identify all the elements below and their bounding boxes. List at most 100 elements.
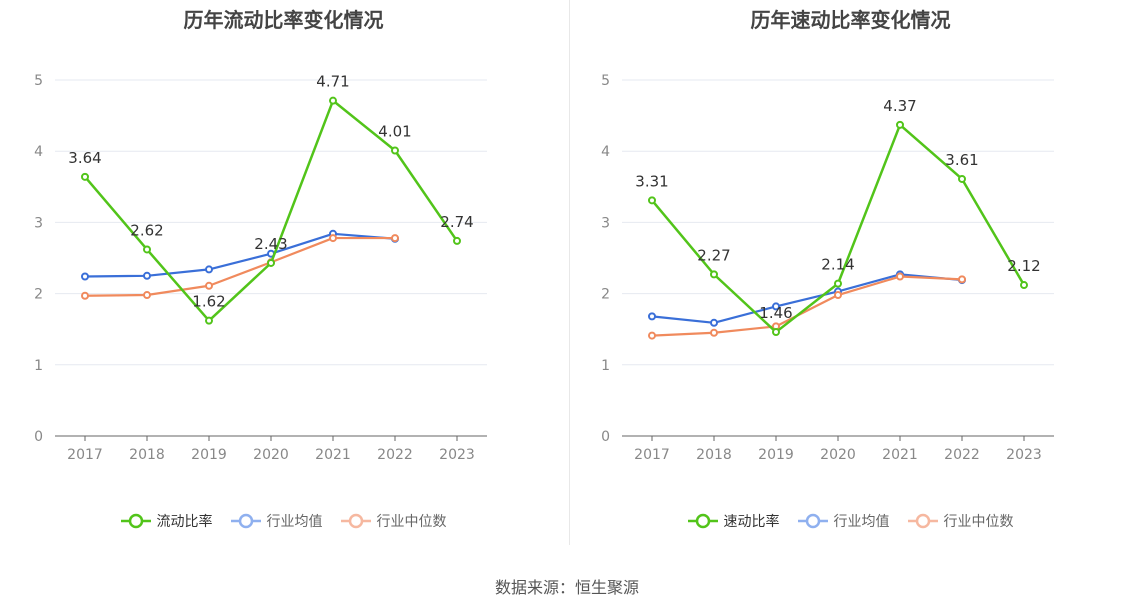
legend-marker-icon xyxy=(797,513,828,529)
data-point xyxy=(205,281,213,290)
quick-ratio-chart: 历年速动比率变化情况 0 1 2 3 4 5 2017 2018 2019 2020 2021 202… xyxy=(567,0,1134,545)
legend-marker-icon xyxy=(120,513,151,529)
data-point xyxy=(896,120,904,129)
x-tick-label: 2017 xyxy=(634,447,670,463)
data-point xyxy=(143,245,151,254)
data-point xyxy=(143,271,151,280)
data-point xyxy=(81,172,89,181)
data-point xyxy=(329,234,337,243)
data-point xyxy=(772,328,780,337)
data-label: 1.46 xyxy=(759,304,792,322)
y-tick-label: 2 xyxy=(601,287,610,303)
data-label: 2.27 xyxy=(697,246,730,264)
chart-title: 历年速动比率变化情况 xyxy=(750,8,951,32)
data-point xyxy=(81,272,89,281)
source-label: 数据来源： xyxy=(494,578,575,597)
data-label: 3.64 xyxy=(68,149,101,167)
data-point xyxy=(205,316,213,325)
data-label: 2.62 xyxy=(130,221,163,239)
legend-item[interactable]: 行业中位数 xyxy=(907,511,1014,531)
series-line xyxy=(651,275,963,337)
y-tick-label: 1 xyxy=(34,358,43,374)
x-tick-label: 2018 xyxy=(129,447,165,463)
chart-legend: 流动比率 行业均值 行业中位数 xyxy=(0,511,567,531)
y-tick-label: 4 xyxy=(601,144,610,160)
series-line xyxy=(84,232,396,278)
panel-divider xyxy=(569,0,570,545)
data-point xyxy=(648,196,656,205)
data-label: 4.71 xyxy=(316,73,349,91)
x-tick-label: 2020 xyxy=(253,447,289,463)
data-point xyxy=(1020,281,1028,290)
chart-plot-area: 0 1 2 3 4 5 2017 2018 2019 2020 2021 2022 2023 3.64 2.… xyxy=(34,73,487,463)
legend-item[interactable]: 行业均值 xyxy=(230,511,323,531)
data-label: 4.37 xyxy=(883,97,916,115)
data-point xyxy=(81,291,89,300)
data-point xyxy=(329,96,337,105)
data-point xyxy=(267,258,275,267)
source-name: 恒生聚源 xyxy=(575,578,640,597)
data-point xyxy=(648,331,656,340)
data-source-footer: 数据来源：恒生聚源 xyxy=(0,574,1134,598)
legend-marker-icon xyxy=(230,513,261,529)
legend-label: 行业中位数 xyxy=(376,514,447,530)
data-label: 2.74 xyxy=(440,213,473,231)
data-point xyxy=(648,312,656,321)
y-tick-label: 3 xyxy=(601,215,610,231)
data-label: 1.62 xyxy=(192,293,225,311)
y-tick-label: 5 xyxy=(34,73,43,89)
y-tick-label: 4 xyxy=(34,144,43,160)
y-tick-label: 0 xyxy=(34,429,43,445)
data-label: 2.14 xyxy=(821,256,854,274)
x-tick-label: 2021 xyxy=(315,447,351,463)
data-point xyxy=(896,272,904,281)
data-point xyxy=(391,146,399,155)
current-ratio-chart: 历年流动比率变化情况 0 1 2 3 4 5 2017 2018 2019 2020 2021 202… xyxy=(0,0,567,545)
data-label: 2.12 xyxy=(1007,257,1040,275)
y-tick-label: 1 xyxy=(601,358,610,374)
data-label: 3.31 xyxy=(635,172,668,190)
legend-item[interactable]: 行业均值 xyxy=(797,511,890,531)
x-tick-label: 2023 xyxy=(1006,447,1042,463)
data-point xyxy=(710,328,718,337)
legend-label: 行业均值 xyxy=(833,514,890,530)
data-point xyxy=(958,275,966,284)
series-line xyxy=(84,236,395,297)
legend-item[interactable]: 行业中位数 xyxy=(340,511,447,531)
data-label: 2.43 xyxy=(254,235,287,253)
data-point xyxy=(958,174,966,183)
legend-marker-icon xyxy=(340,513,371,529)
x-tick-label: 2019 xyxy=(191,447,227,463)
legend-label: 行业均值 xyxy=(266,514,323,530)
x-tick-label: 2020 xyxy=(820,447,856,463)
data-point xyxy=(834,291,842,300)
data-label: 3.61 xyxy=(945,151,978,169)
data-label: 4.01 xyxy=(378,122,411,140)
data-point xyxy=(143,291,151,300)
series-line xyxy=(651,273,963,324)
x-tick-label: 2017 xyxy=(67,447,103,463)
y-tick-label: 2 xyxy=(34,287,43,303)
x-tick-label: 2023 xyxy=(439,447,475,463)
legend-item[interactable]: 速动比率 xyxy=(687,511,780,531)
chart-title: 历年流动比率变化情况 xyxy=(183,8,384,32)
x-tick-label: 2018 xyxy=(696,447,732,463)
x-tick-label: 2021 xyxy=(882,447,918,463)
legend-marker-icon xyxy=(907,513,938,529)
x-tick-label: 2022 xyxy=(944,447,980,463)
x-tick-label: 2019 xyxy=(758,447,794,463)
chart-plot-area: 0 1 2 3 4 5 2017 2018 2019 2020 2021 2022 2023 3.31 2.… xyxy=(601,73,1054,463)
data-point xyxy=(205,265,213,274)
data-point xyxy=(834,279,842,288)
legend-label: 速动比率 xyxy=(723,514,780,530)
data-point xyxy=(453,236,461,245)
chart-legend: 速动比率 行业均值 行业中位数 xyxy=(567,511,1134,531)
legend-item[interactable]: 流动比率 xyxy=(120,511,213,531)
data-point xyxy=(710,318,718,327)
y-tick-label: 0 xyxy=(601,429,610,445)
y-tick-label: 5 xyxy=(601,73,610,89)
legend-marker-icon xyxy=(687,513,718,529)
data-point xyxy=(710,270,718,279)
y-tick-label: 3 xyxy=(34,215,43,231)
data-point xyxy=(772,302,780,311)
